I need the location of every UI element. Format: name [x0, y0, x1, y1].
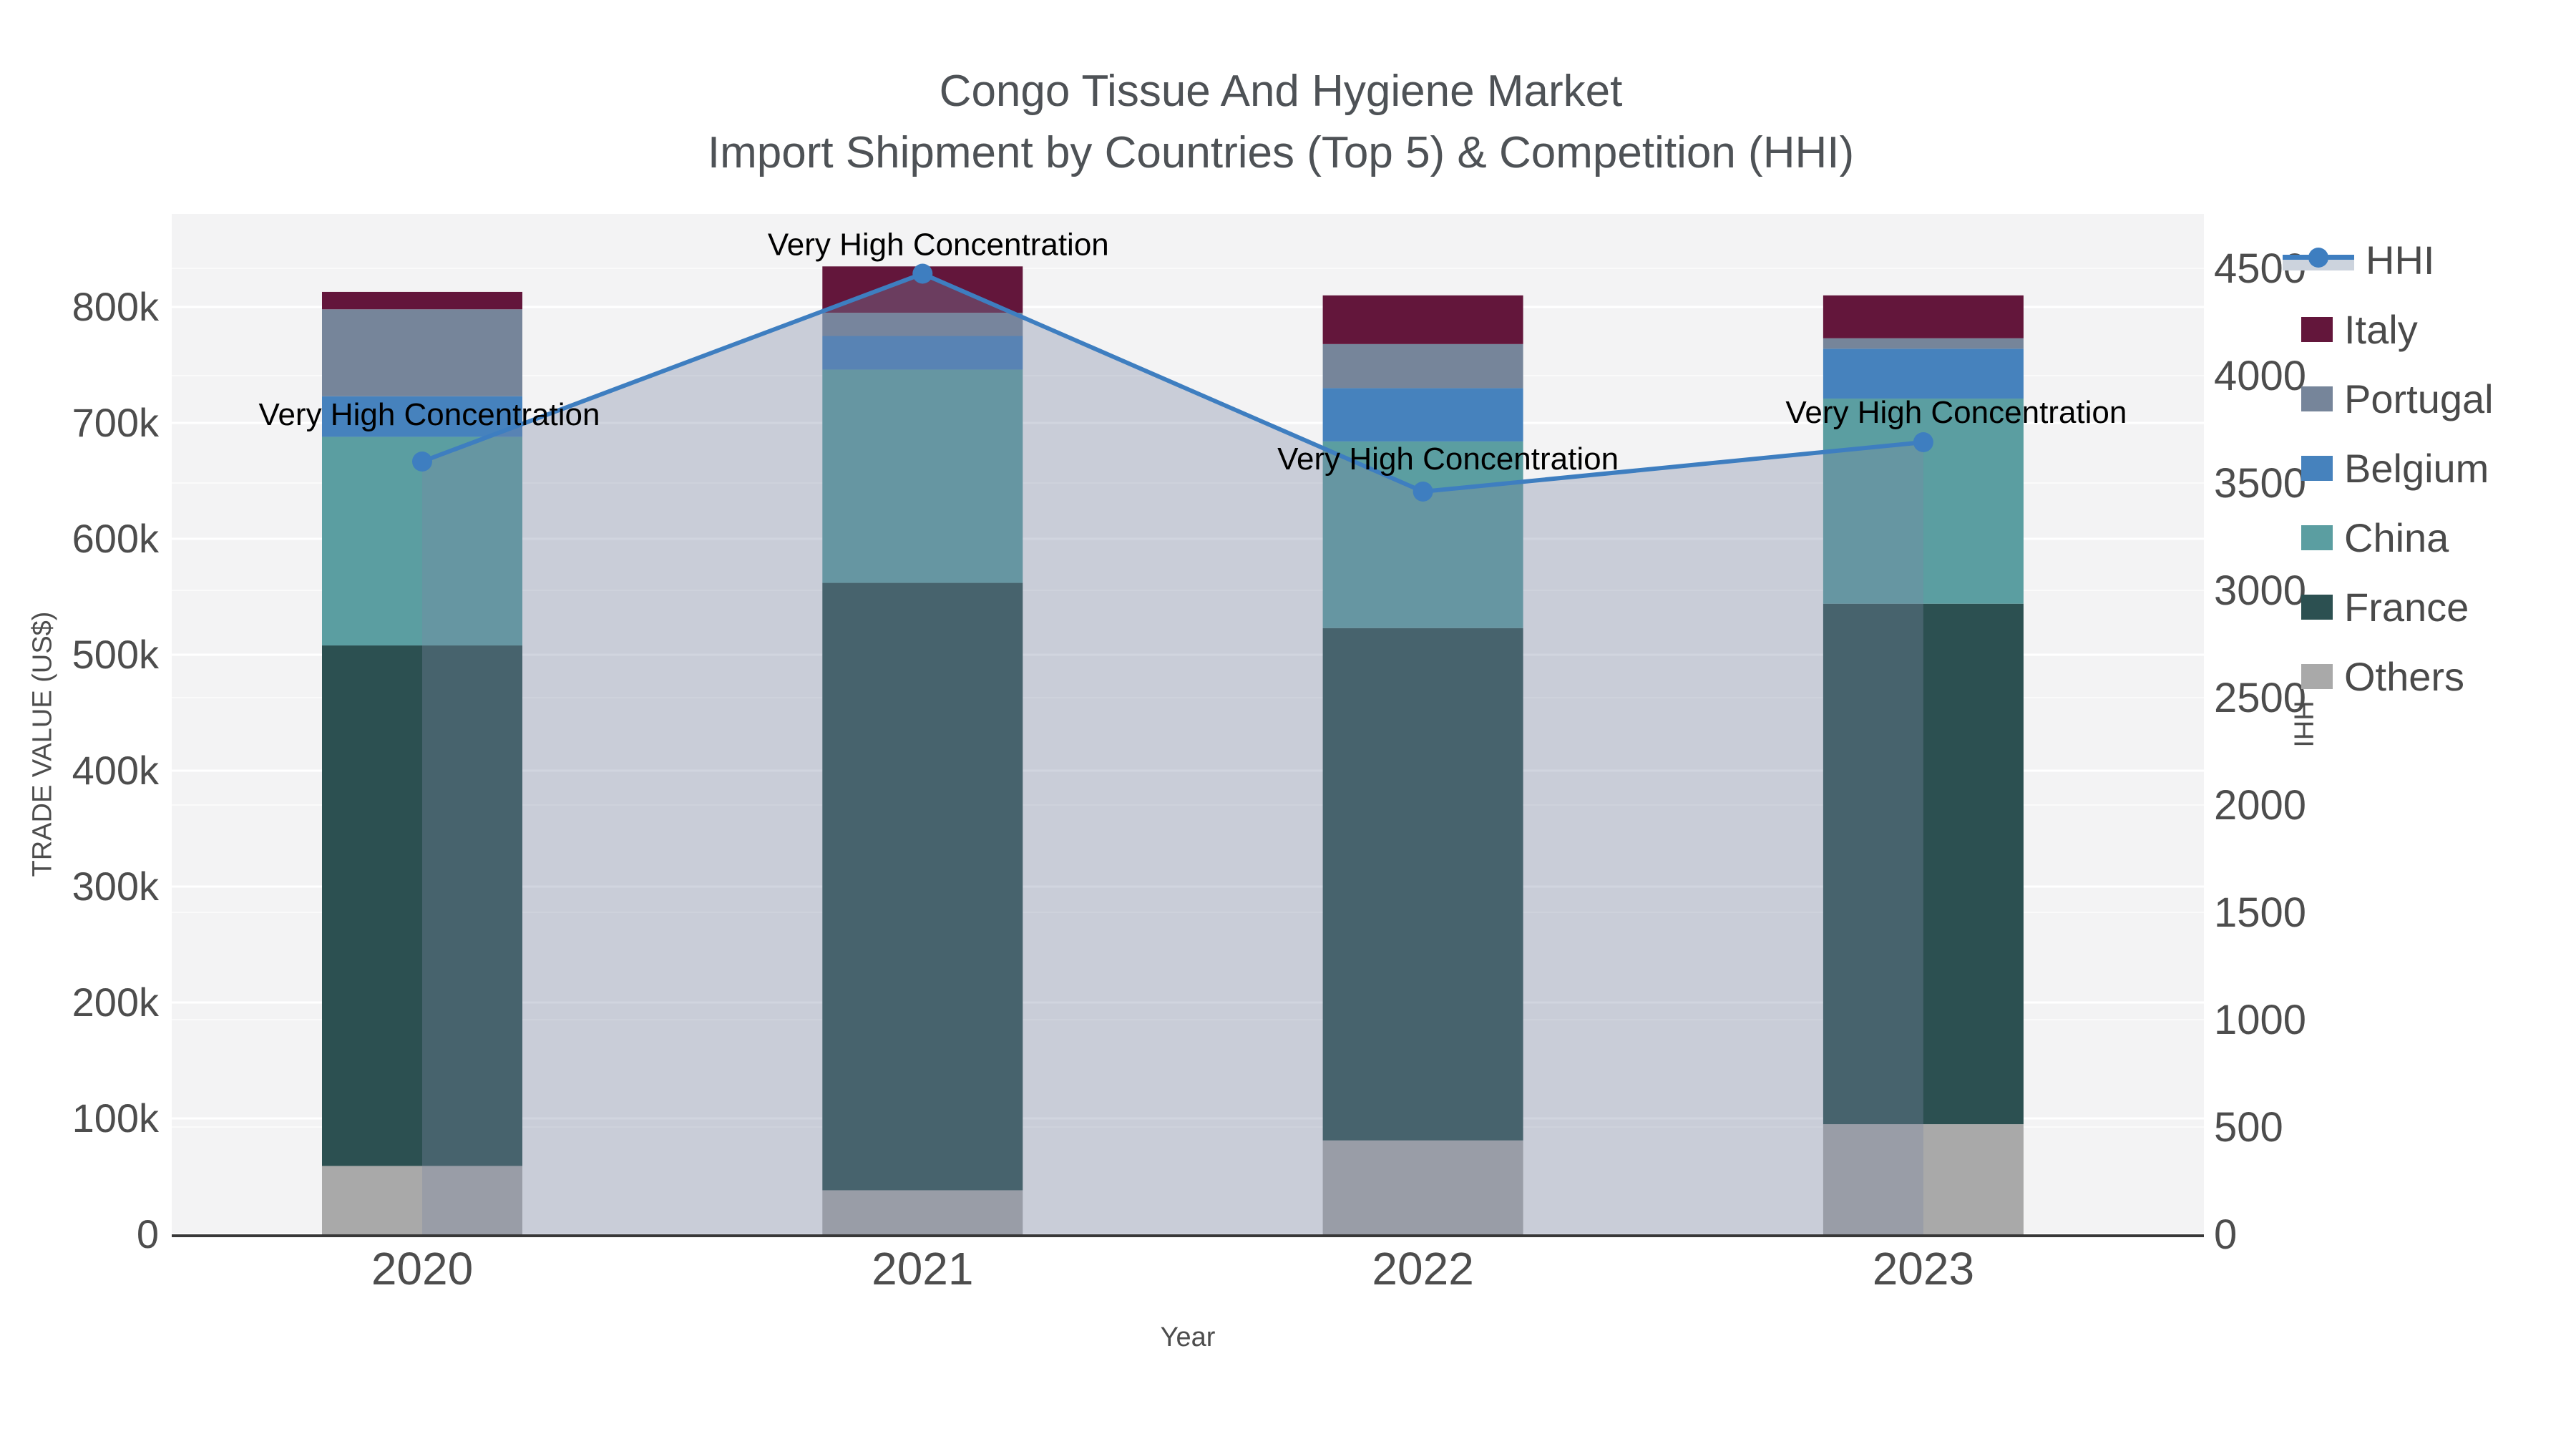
bar-belgium-2020[interactable]: [322, 396, 522, 437]
bar-italy-2023[interactable]: [1823, 295, 2024, 338]
legend-item-belgium[interactable]: Belgium: [2283, 434, 2494, 503]
chart-subtitle: Import Shipment by Countries (Top 5) & C…: [707, 128, 1855, 177]
legend-swatch-china: [2301, 525, 2333, 550]
annotation-2022: Very High Concentration: [1277, 441, 1619, 477]
y-left-tick-300k: 300k: [72, 864, 160, 909]
y-right-tick-2000: 2000: [2214, 782, 2306, 829]
bar-others-2023[interactable]: [1823, 1124, 2024, 1234]
hhi-marker-2020[interactable]: [412, 452, 432, 472]
hhi-marker-2021[interactable]: [912, 263, 933, 284]
legend-label-china: China: [2344, 515, 2449, 560]
bar-italy-2022[interactable]: [1322, 295, 1523, 344]
x-tick-2021: 2021: [872, 1243, 973, 1294]
bar-belgium-2021[interactable]: [822, 336, 1023, 370]
legend-item-italy[interactable]: Italy: [2283, 295, 2494, 364]
y-left-tick-700k: 700k: [72, 400, 160, 445]
y-right-tick-1500: 1500: [2214, 889, 2306, 936]
bar-china-2021[interactable]: [822, 369, 1023, 583]
legend-item-hhi[interactable]: HHI: [2283, 225, 2494, 295]
y-left-tick-800k: 800k: [72, 284, 160, 329]
bar-others-2022[interactable]: [1322, 1140, 1523, 1234]
legend: HHI Italy Portugal Belgium China France Others: [2283, 225, 2494, 711]
y-right-tick-4000: 4000: [2214, 353, 2306, 399]
bar-belgium-2023[interactable]: [1823, 348, 2024, 399]
legend-item-china[interactable]: China: [2283, 503, 2494, 572]
legend-swatch-belgium: [2301, 456, 2333, 481]
bar-italy-2020[interactable]: [322, 291, 522, 310]
y-right-tick-500: 500: [2214, 1104, 2283, 1151]
y-right-tick-3000: 3000: [2214, 567, 2306, 614]
y-left-tick-400k: 400k: [72, 748, 160, 793]
x-tick-2023: 2023: [1873, 1243, 1974, 1294]
chart-title: Congo Tissue And Hygiene Market: [939, 67, 1623, 116]
x-tick-2020: 2020: [371, 1243, 473, 1294]
legend-item-portugal[interactable]: Portugal: [2283, 364, 2494, 434]
annotation-2023: Very High Concentration: [1785, 395, 2127, 430]
hhi-line-icon: [2283, 246, 2354, 275]
legend-swatch-italy: [2301, 317, 2333, 342]
x-tick-2022: 2022: [1372, 1243, 1473, 1294]
legend-label-italy: Italy: [2344, 307, 2418, 352]
legend-label-hhi: HHI: [2366, 238, 2435, 283]
y-right-tick-3500: 3500: [2214, 460, 2306, 507]
legend-label-portugal: Portugal: [2344, 376, 2494, 421]
y-right-tick-2500: 2500: [2214, 675, 2306, 721]
y-left-tick-0: 0: [137, 1211, 159, 1257]
legend-swatch-france: [2301, 595, 2333, 620]
y-axis-left-title: TRADE VALUE (US$): [27, 611, 58, 877]
legend-label-belgium: Belgium: [2344, 446, 2489, 491]
bar-france-2022[interactable]: [1322, 628, 1523, 1141]
bar-france-2023[interactable]: [1823, 603, 2024, 1125]
y-left-tick-100k: 100k: [72, 1096, 160, 1141]
legend-item-france[interactable]: France: [2283, 572, 2494, 642]
bar-others-2021[interactable]: [822, 1190, 1023, 1234]
bar-portugal-2022[interactable]: [1322, 343, 1523, 389]
bar-portugal-2023[interactable]: [1823, 338, 2024, 349]
hhi-area-fill: [422, 273, 1923, 1234]
hhi-marker-2022[interactable]: [1413, 482, 1433, 502]
y-left-tick-500k: 500k: [72, 632, 160, 677]
legend-swatch-portugal: [2301, 386, 2333, 411]
hhi-marker-2023[interactable]: [1913, 432, 1933, 452]
bar-france-2021[interactable]: [822, 582, 1023, 1191]
annotation-2021: Very High Concentration: [768, 228, 1109, 263]
bar-portugal-2021[interactable]: [822, 313, 1023, 336]
y-left-tick-600k: 600k: [72, 516, 160, 561]
bar-others-2020[interactable]: [322, 1166, 522, 1234]
legend-item-others[interactable]: Others: [2283, 642, 2494, 711]
bar-china-2020[interactable]: [322, 436, 522, 646]
x-axis-title: Year: [1160, 1322, 1216, 1352]
legend-label-others: Others: [2344, 654, 2465, 699]
annotation-2020: Very High Concentration: [259, 397, 600, 432]
y-right-tick-0: 0: [2214, 1211, 2237, 1258]
legend-swatch-others: [2301, 664, 2333, 689]
bar-france-2020[interactable]: [322, 645, 522, 1166]
legend-label-france: France: [2344, 585, 2469, 630]
bar-belgium-2022[interactable]: [1322, 388, 1523, 441]
hhi-line: [421, 271, 1924, 494]
y-left-tick-200k: 200k: [72, 980, 160, 1025]
y-right-tick-1000: 1000: [2214, 997, 2306, 1043]
bar-portugal-2020[interactable]: [322, 309, 522, 396]
bar-china-2022[interactable]: [1322, 441, 1523, 628]
